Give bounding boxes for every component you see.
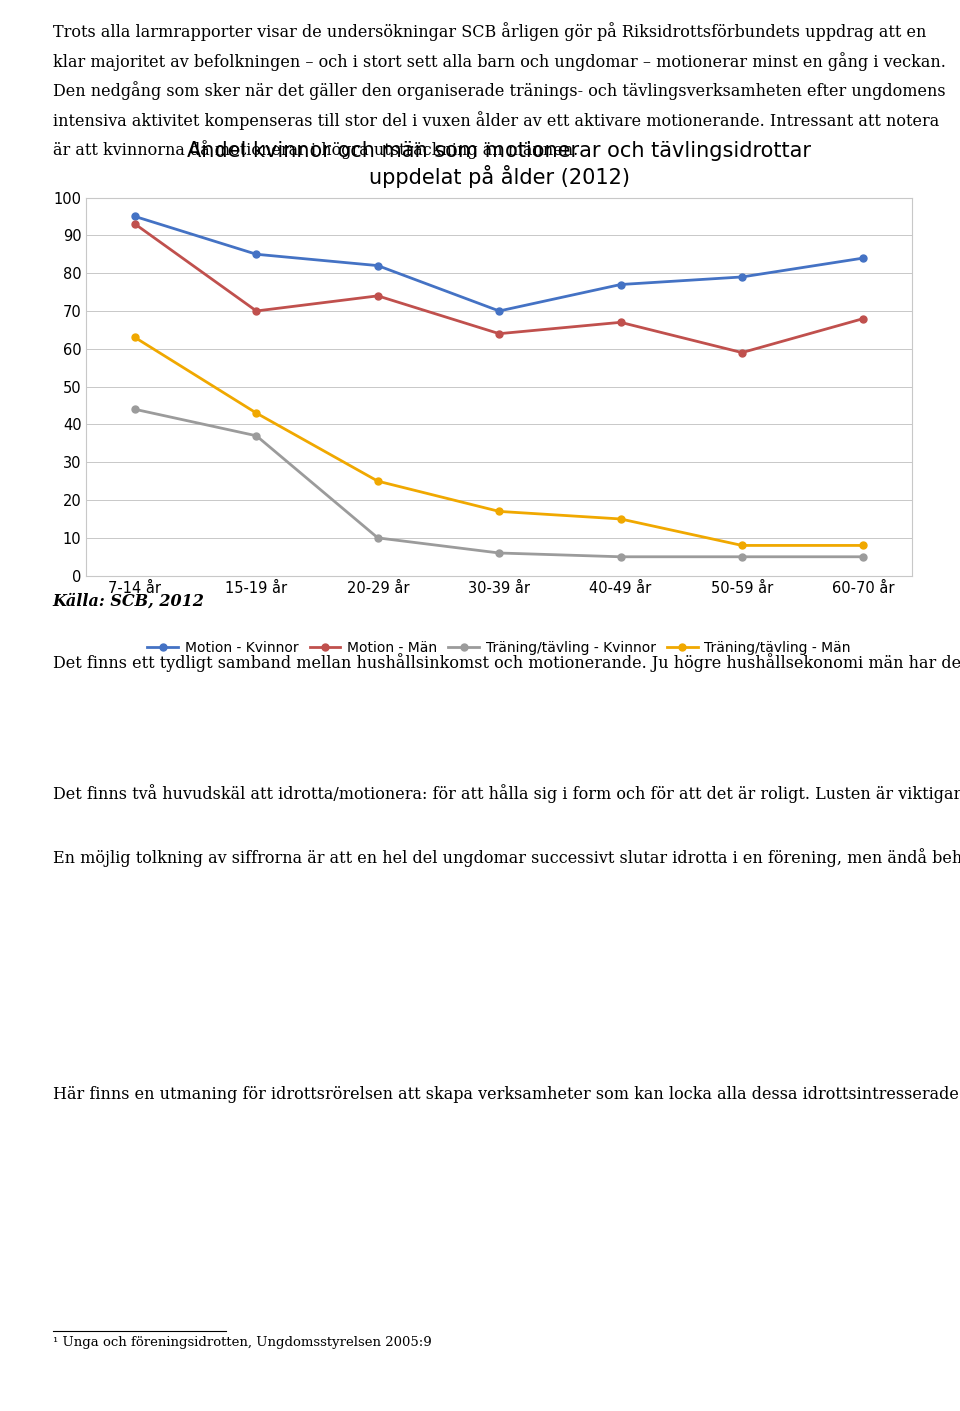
Legend: Motion - Kvinnor, Motion - Män, Träning/tävling - Kvinnor, Träning/tävling - Män: Motion - Kvinnor, Motion - Män, Träning/… [142, 635, 856, 660]
Text: Källa: SCB, 2012: Källa: SCB, 2012 [53, 593, 204, 610]
Träning/tävling - Kvinnor [736, 549, 748, 566]
Line: Träning/tävling - Män: Träning/tävling - Män [132, 334, 867, 549]
Träning/tävling - Kvinnor [493, 545, 505, 562]
Title: Andel kvinnor och män som motionerar och tävlingsidrottar
uppdelat på ålder (201: Andel kvinnor och män som motionerar och… [187, 141, 811, 188]
Text: Trots alla larmrapporter visar de undersökningar SCB årligen gör på Riksidrottsf: Trots alla larmrapporter visar de unders… [53, 23, 946, 159]
Text: ¹ Unga och föreningsidrotten, Ungdomsstyrelsen 2005:9: ¹ Unga och föreningsidrotten, Ungdomssty… [53, 1336, 432, 1349]
Träning/tävling - Män [251, 405, 262, 422]
Motion - Män [614, 313, 626, 330]
Träning/tävling - Kvinnor [251, 428, 262, 444]
Motion - Kvinnor [251, 246, 262, 262]
Text: Det finns ett tydligt samband mellan hushållsinkomst och motionerande. Ju högre : Det finns ett tydligt samband mellan hus… [53, 653, 960, 672]
Träning/tävling - Män [372, 473, 384, 490]
Träning/tävling - Män [857, 538, 869, 555]
Motion - Män [736, 344, 748, 361]
Line: Träning/tävling - Kvinnor: Träning/tävling - Kvinnor [132, 406, 867, 560]
Text: En möjlig tolkning av siffrorna är att en hel del ungdomar successivt slutar idr: En möjlig tolkning av siffrorna är att e… [53, 848, 960, 866]
Träning/tävling - Män [493, 502, 505, 519]
Motion - Män [251, 302, 262, 319]
Träning/tävling - Män [130, 329, 141, 346]
Motion - Kvinnor [857, 250, 869, 267]
Text: Det finns två huvudskäl att idrotta/motionera: för att hålla sig i form och för : Det finns två huvudskäl att idrotta/moti… [53, 785, 960, 803]
Träning/tävling - Kvinnor [372, 529, 384, 546]
Träning/tävling - Kvinnor [130, 401, 141, 418]
Motion - Kvinnor [736, 268, 748, 285]
Träning/tävling - Män [736, 538, 748, 555]
Motion - Män [130, 216, 141, 233]
Träning/tävling - Män [614, 511, 626, 528]
Motion - Män [372, 288, 384, 305]
Motion - Kvinnor [614, 277, 626, 293]
Motion - Kvinnor [372, 257, 384, 274]
Motion - Män [857, 310, 869, 327]
Motion - Kvinnor [130, 207, 141, 224]
Träning/tävling - Kvinnor [857, 549, 869, 566]
Motion - Kvinnor [493, 302, 505, 319]
Line: Motion - Kvinnor: Motion - Kvinnor [132, 213, 867, 315]
Motion - Män [493, 325, 505, 341]
Line: Motion - Män: Motion - Män [132, 220, 867, 356]
Text: Här finns en utmaning för idrottsrörelsen att skapa verksamheter som kan locka a: Här finns en utmaning för idrottsrörelse… [53, 1084, 960, 1102]
Träning/tävling - Kvinnor [614, 549, 626, 566]
